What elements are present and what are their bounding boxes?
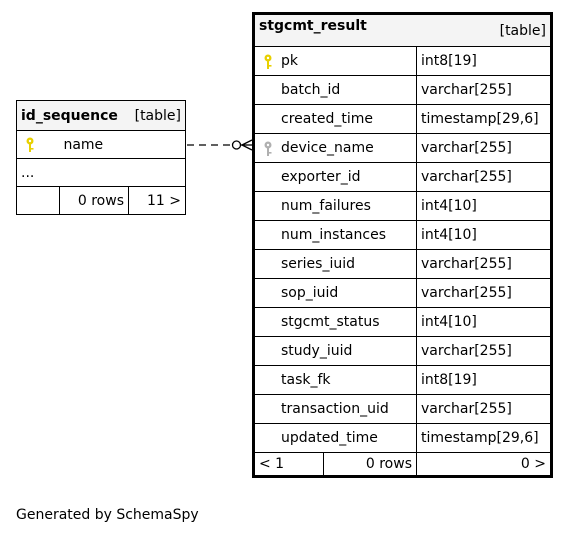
table-footer: < 1 0 rows 0 >: [253, 452, 552, 477]
column-name-text: exporter_id: [281, 169, 361, 185]
column-cell: name: [16, 130, 186, 159]
table-name: stgcmt_result: [253, 13, 417, 47]
column-name: sop_iuid: [253, 278, 417, 308]
table-row: transaction_uid varchar[255]: [253, 394, 552, 424]
column-type: int4[10]: [416, 191, 552, 221]
crowfoot-upper: [241, 139, 253, 146]
table-row: updated_time timestamp[29,6]: [253, 423, 552, 453]
column-type: int8[19]: [416, 365, 552, 395]
column-name-text: pk: [281, 53, 298, 69]
column-name-text: device_name: [281, 140, 374, 156]
footer-rows: 0 rows: [59, 186, 129, 215]
column-name-text: transaction_uid: [281, 401, 389, 417]
column-name: task_fk: [253, 365, 417, 395]
column-type: int4[10]: [416, 220, 552, 250]
primary-key-icon: [263, 54, 273, 70]
table-stgcmt-result: stgcmt_result [table] pk int8[19] batch_id…: [252, 12, 553, 478]
table-row: name: [16, 130, 186, 159]
column-name-text: stgcmt_status: [281, 314, 380, 330]
optional-circle: [231, 140, 242, 150]
column-name: num_instances: [253, 220, 417, 250]
foreign-key-icon: [263, 141, 273, 157]
table-row: task_fk int8[19]: [253, 365, 552, 395]
table-row: device_name varchar[255]: [253, 133, 552, 163]
column-name-text: num_instances: [281, 227, 386, 243]
column-name-text: num_failures: [281, 198, 371, 214]
table-header: stgcmt_result [table]: [253, 13, 552, 47]
table-row: created_time timestamp[29,6]: [253, 104, 552, 134]
column-name: study_iuid: [253, 336, 417, 366]
crowfoot-lower: [241, 144, 253, 151]
column-type: int8[19]: [416, 46, 552, 76]
table-row: sop_iuid varchar[255]: [253, 278, 552, 308]
column-name: name: [63, 136, 104, 153]
column-name: device_name: [253, 133, 417, 163]
column-name: transaction_uid: [253, 394, 417, 424]
generated-caption: Generated by SchemaSpy: [16, 507, 199, 523]
column-type: varchar[255]: [416, 133, 552, 163]
column-name-text: created_time: [281, 111, 373, 127]
table-row: batch_id varchar[255]: [253, 75, 552, 105]
column-type: varchar[255]: [416, 278, 552, 308]
table-row: series_iuid varchar[255]: [253, 249, 552, 279]
column-name: pk: [253, 46, 417, 76]
footer-children: 11 >: [128, 186, 186, 215]
footer-children: 0 >: [416, 452, 552, 477]
column-name-text: task_fk: [281, 372, 331, 388]
column-name-text: study_iuid: [281, 343, 353, 359]
footer-left: [16, 186, 60, 215]
table-row: study_iuid varchar[255]: [253, 336, 552, 366]
column-name-text: updated_time: [281, 430, 378, 446]
table-name: id_sequence: [16, 100, 129, 131]
table-row: pk int8[19]: [253, 46, 552, 76]
table-row: num_instances int4[10]: [253, 220, 552, 250]
column-name: updated_time: [253, 423, 417, 453]
footer-rows: 0 rows: [323, 452, 417, 477]
table-id-sequence: id_sequence [table] name ... 0 rows 11 >: [16, 100, 186, 215]
column-name-text: sop_iuid: [281, 285, 339, 301]
footer-parents: < 1: [253, 452, 324, 477]
table-footer: 0 rows 11 >: [16, 186, 186, 215]
primary-key-icon: [25, 137, 35, 153]
column-name-text: batch_id: [281, 82, 341, 98]
column-type: varchar[255]: [416, 75, 552, 105]
column-name-text: series_iuid: [281, 256, 355, 272]
column-name: created_time: [253, 104, 417, 134]
